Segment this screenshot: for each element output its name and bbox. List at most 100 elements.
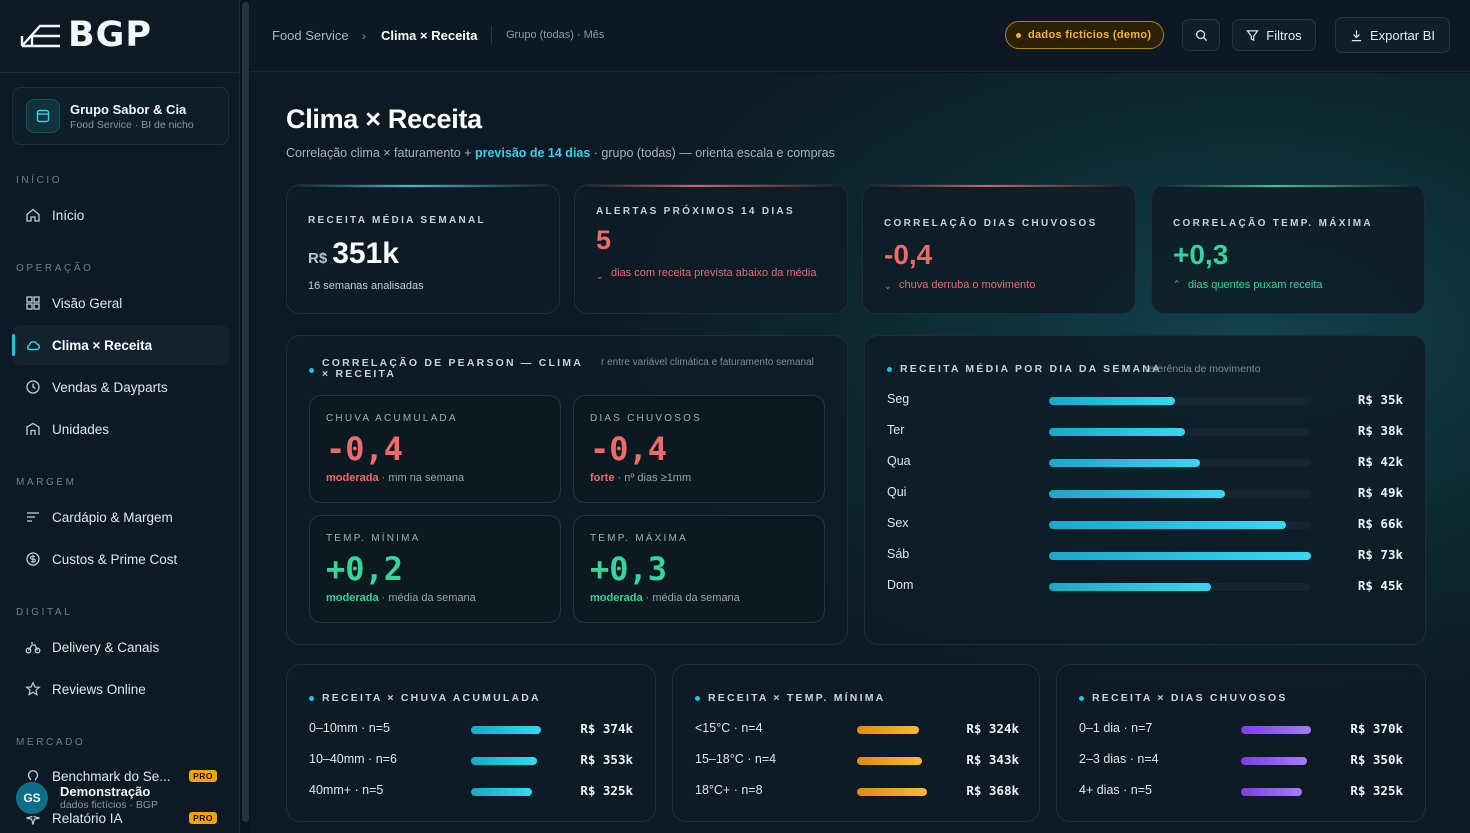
weekday-bar-track	[1049, 552, 1311, 560]
breadcrumb-root[interactable]: Food Service	[272, 28, 349, 43]
weekday-bar-track	[1049, 521, 1311, 529]
bucket-label: 0–1 dia · n=7	[1079, 721, 1153, 735]
pearson-cell-temp-minima: TEMP. MÍNIMA +0,2 moderada · média da se…	[309, 515, 561, 623]
sparkle-icon	[26, 811, 40, 825]
weekday-label: Qui	[887, 485, 907, 499]
card-hint: referência de movimento	[1145, 363, 1261, 375]
sidebar-item-label: Delivery & Canais	[52, 639, 160, 655]
bucket-card-dias-chuvosos: RECEITA × DIAS CHUVOSOS 0–1 dia · n=7 R$ …	[1056, 664, 1426, 822]
sidebar-item-inicio[interactable]: Início	[12, 195, 229, 235]
weekday-bar	[1049, 397, 1175, 405]
sidebar-item-relatorio-ia[interactable]: Relatório IA PRO	[12, 798, 229, 833]
sidebar-item-label: Unidades	[52, 421, 110, 437]
user-profile[interactable]: GS Demonstração dados fictícios · BGP	[12, 765, 229, 833]
weekday-value: R$ 38k	[1357, 423, 1403, 438]
bucket-label: 10–40mm · n=6	[309, 752, 397, 766]
sidebar-item-reviews-online[interactable]: Reviews Online	[12, 669, 229, 709]
sidebar-item-label: Custos & Prime Cost	[52, 551, 178, 567]
section-digital: DIGITAL	[16, 607, 73, 618]
bucket-card-chuva: RECEITA × CHUVA ACUMULADA 0–10mm · n=5 R$…	[286, 664, 656, 822]
weekday-label: Sáb	[887, 547, 910, 561]
kpi-accent-line	[575, 185, 847, 187]
sidebar-item-clima-receita[interactable]: Clima × Receita	[12, 325, 229, 365]
kpi-number: 351k	[332, 237, 399, 270]
weekday-label: Ter	[887, 423, 905, 437]
section-mercado: MERCADO	[16, 737, 86, 748]
search-icon	[1195, 29, 1207, 41]
weekday-label: Sex	[887, 516, 909, 530]
search-button[interactable]	[1182, 19, 1220, 51]
bucket-bar	[471, 726, 541, 734]
scrollbar-thumb[interactable]	[242, 2, 249, 822]
kpi-card-correlacao-chuva: CORRELAÇÃO DIAS CHUVOSOS -0,4 ⌄ chuva de…	[862, 184, 1136, 314]
chevron-down-icon: ⌄	[884, 281, 892, 291]
cell-note-text: · mm na semana	[378, 472, 465, 484]
weekday-value: R$ 49k	[1357, 485, 1403, 500]
breadcrumb-chevron-icon: ›	[362, 29, 366, 43]
weekday-label: Dom	[887, 578, 914, 592]
brand-logo[interactable]: BGP	[20, 15, 153, 55]
page-title: Clima × Receita	[286, 104, 482, 134]
bucket-bar-track	[471, 726, 541, 734]
main-content: Clima × Receita Correlação clima × fatur…	[250, 73, 1470, 833]
kpi-value: R$ 351k	[308, 237, 399, 271]
cloud-icon	[27, 341, 40, 351]
kpi-prefix: R$	[308, 250, 328, 267]
store-icon	[26, 422, 40, 435]
sidebar-item-unidades[interactable]: Unidades	[12, 409, 229, 449]
sidebar-item-label: Vendas & Dayparts	[52, 379, 168, 395]
section-dot-icon	[887, 367, 892, 372]
bucket-bar	[857, 726, 919, 734]
bucket-value: R$ 353k	[580, 752, 633, 767]
kpi-note: 16 semanas analisadas	[308, 280, 424, 292]
section-dot-icon	[309, 696, 314, 701]
bucket-bar	[471, 788, 532, 796]
bucket-bar-track	[857, 726, 927, 734]
kpi-note: dias quentes puxam receita	[1188, 279, 1323, 291]
breadcrumb-context: Grupo (todas) · Mês	[506, 29, 605, 41]
kpi-note: dias com receita prevista abaixo da médi…	[611, 267, 817, 279]
kpi-value: +0,3	[1173, 239, 1229, 270]
section-dot-icon	[1079, 696, 1084, 701]
card-title: RECEITA × CHUVA ACUMULADA	[322, 692, 541, 704]
bucket-bar	[857, 788, 927, 796]
sidebar-item-cardapio-margem[interactable]: Cardápio & Margem	[12, 497, 229, 537]
cell-note: moderada · média da semana	[326, 592, 476, 604]
bucket-card-temp-minima: RECEITA × TEMP. MÍNIMA <15°C · n=4 R$ 324…	[672, 664, 1040, 822]
filters-button[interactable]: Filtros	[1232, 19, 1316, 51]
weekday-bar-track	[1049, 397, 1311, 405]
weekday-value: R$ 35k	[1357, 392, 1403, 407]
chevron-down-icon: ⌄	[596, 271, 604, 281]
cell-label: DIAS CHUVOSOS	[590, 413, 702, 424]
filters-label: Filtros	[1266, 27, 1302, 43]
sidebar-item-visao-geral[interactable]: Visão Geral	[12, 283, 229, 323]
sidebar-item-benchmark[interactable]: Benchmark do Se... PRO	[12, 756, 229, 796]
weekday-bar-track	[1049, 583, 1311, 591]
weekday-bar	[1049, 552, 1311, 560]
bucket-bar-track	[471, 788, 541, 796]
cell-note-text: · média da semana	[642, 592, 740, 604]
org-subtitle: Food Service · BI de nicho	[70, 118, 194, 131]
card-title: RECEITA MÉDIA POR DIA DA SEMANA	[900, 363, 1162, 375]
sidebar-item-vendas-dayparts[interactable]: Vendas & Dayparts	[12, 367, 229, 407]
sidebar-item-custos-prime[interactable]: Custos & Prime Cost	[12, 539, 229, 579]
bucket-label: 40mm+ · n=5	[309, 783, 384, 797]
sidebar-scrollbar[interactable]	[241, 0, 250, 833]
sidebar-item-delivery-canais[interactable]: Delivery & Canais	[12, 627, 229, 667]
brand-name: BGP	[68, 15, 153, 55]
kpi-accent-line	[1152, 185, 1424, 187]
weekday-bar-track	[1049, 459, 1311, 467]
bucket-value: R$ 325k	[580, 783, 633, 798]
weekday-bar-track	[1049, 428, 1311, 436]
export-label: Exportar BI	[1369, 27, 1436, 43]
clock-icon	[26, 380, 40, 394]
cell-strength: forte	[590, 472, 615, 484]
weekday-value: R$ 66k	[1357, 516, 1403, 531]
bucket-label: 0–10mm · n=5	[309, 721, 390, 735]
bucket-label: <15°C · n=4	[695, 721, 763, 735]
org-switcher[interactable]: Grupo Sabor & Cia Food Service · BI de n…	[12, 87, 229, 145]
section-dot-icon	[695, 696, 700, 701]
cell-value: -0,4	[590, 430, 668, 468]
sidebar-item-label: Clima × Receita	[52, 337, 153, 353]
export-bi-button[interactable]: Exportar BI	[1335, 17, 1450, 53]
